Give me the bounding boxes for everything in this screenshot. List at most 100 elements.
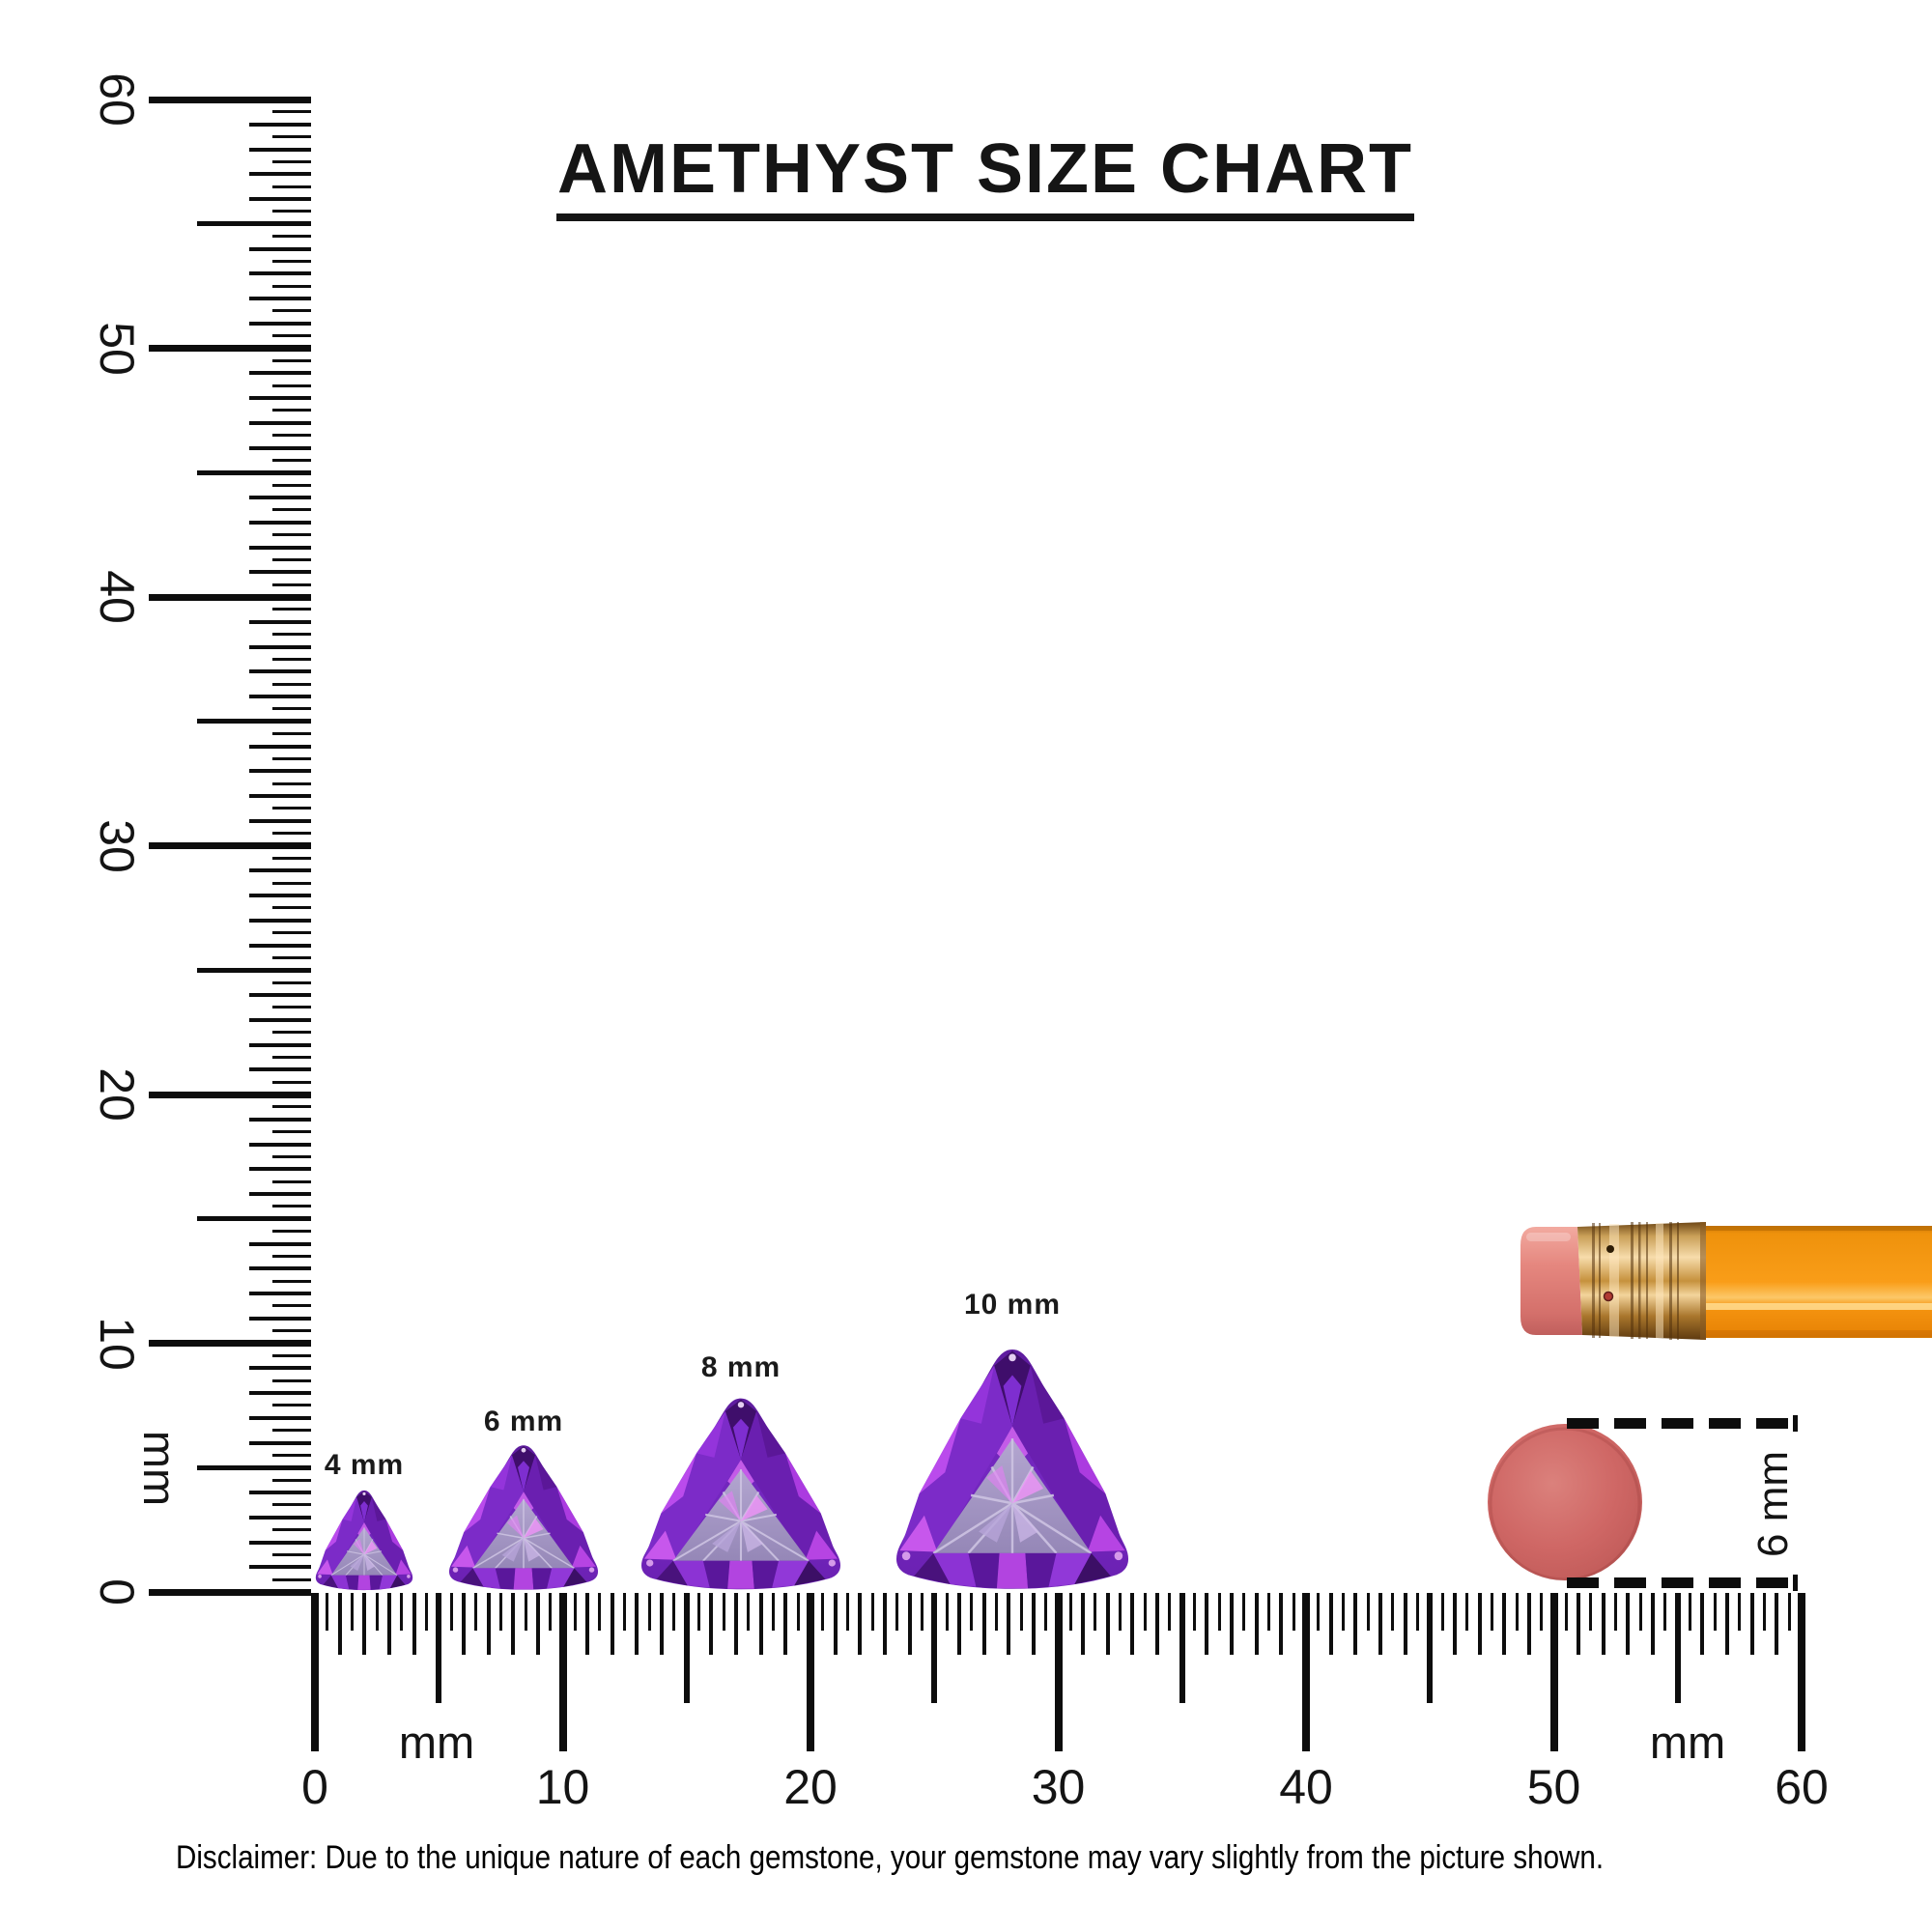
vertical-ruler-tick-mm: [249, 918, 311, 923]
vertical-ruler-number: 10: [90, 1316, 144, 1371]
vertical-ruler-tick-mm: [249, 894, 311, 897]
vertical-ruler-tick-half-mm: [272, 185, 311, 188]
vertical-ruler-tick-half-mm: [272, 483, 311, 487]
horizontal-ruler-tick-half-mm: [845, 1593, 849, 1631]
horizontal-ruler-tick-half-mm: [400, 1593, 404, 1631]
horizontal-ruler-tick-mm: [882, 1593, 887, 1655]
vertical-ruler-tick-half-mm: [272, 756, 311, 760]
horizontal-ruler-tick-half-mm: [1391, 1593, 1395, 1631]
vertical-ruler-tick-half-mm: [272, 1453, 311, 1457]
dimension-cap-bottom: [1793, 1575, 1798, 1591]
dimension-dash-top: [1567, 1418, 1797, 1429]
vertical-ruler-tick-mm: [249, 1067, 311, 1072]
horizontal-ruler-tick-mm: [858, 1593, 863, 1655]
vertical-ruler-tick-half-mm: [272, 856, 311, 860]
vertical-ruler-tick-mm: [249, 246, 311, 251]
horizontal-ruler-tick-half-mm: [772, 1593, 776, 1631]
horizontal-ruler-tick-mm: [660, 1593, 665, 1655]
vertical-ruler-tick-half-cm: [197, 719, 311, 724]
horizontal-ruler-number: 50: [1526, 1760, 1581, 1814]
vertical-ruler-tick-half-mm: [272, 1404, 311, 1407]
vertical-ruler-tick-half-mm: [272, 1503, 311, 1507]
vertical-ruler-tick-mm: [249, 1241, 311, 1246]
vertical-ruler-tick-mm: [249, 570, 311, 575]
horizontal-ruler-tick-half-mm: [1217, 1593, 1221, 1631]
horizontal-ruler-tick-half-mm: [895, 1593, 899, 1631]
horizontal-ruler-tick-mm: [1577, 1593, 1581, 1655]
vertical-ruler-tick-half-mm: [272, 1006, 311, 1009]
vertical-ruler-tick-mm: [249, 172, 311, 177]
vertical-ruler-tick-half-mm: [272, 557, 311, 561]
vertical-ruler-tick-mm: [249, 1515, 311, 1520]
vertical-ruler-tick-half-mm: [272, 1429, 311, 1433]
horizontal-ruler-tick-half-mm: [1242, 1593, 1246, 1631]
horizontal-ruler-tick-mm: [412, 1593, 416, 1655]
horizontal-ruler-tick-mm: [635, 1593, 639, 1655]
vertical-ruler-tick-mm: [249, 122, 311, 127]
horizontal-ruler-tick-mm: [511, 1593, 516, 1655]
horizontal-ruler-tick-mm: [1403, 1593, 1407, 1655]
vertical-ruler-tick-mm: [249, 420, 311, 425]
amethyst-gem-10mm: [883, 1343, 1142, 1591]
horizontal-ruler-tick-major: [1798, 1593, 1805, 1751]
vertical-ruler-tick-half-mm: [272, 1528, 311, 1532]
gem-size-label: 8 mm: [700, 1351, 781, 1383]
horizontal-ruler-tick-mm: [461, 1593, 466, 1655]
vertical-ruler-tick-half-mm: [272, 1055, 311, 1059]
vertical-ruler-tick-mm: [249, 818, 311, 823]
vertical-ruler-tick-mm: [249, 695, 311, 698]
horizontal-ruler-tick-major: [807, 1593, 814, 1751]
horizontal-ruler-tick-half-mm: [1515, 1593, 1519, 1631]
horizontal-ruler-tick-mm: [1254, 1593, 1259, 1655]
horizontal-ruler-tick-mm: [956, 1593, 961, 1655]
amethyst-gem-4mm: [310, 1488, 418, 1591]
horizontal-ruler-tick-half-mm: [647, 1593, 651, 1631]
vertical-ruler-tick-mm: [249, 1415, 311, 1420]
horizontal-ruler-tick-half-mm: [498, 1593, 502, 1631]
ferrule-rivet-dot: [1606, 1245, 1614, 1253]
horizontal-ruler-tick-half-mm: [573, 1593, 577, 1631]
vertical-ruler-tick-half-mm: [272, 358, 311, 362]
vertical-ruler-tick-mm: [249, 1117, 311, 1122]
horizontal-ruler-tick-mm: [1700, 1593, 1705, 1655]
vertical-ruler-tick-half-cm: [197, 469, 311, 475]
horizontal-ruler-tick-mm: [535, 1593, 540, 1655]
horizontal-ruler-tick-half-mm: [623, 1593, 627, 1631]
vertical-ruler-tick-mm: [249, 297, 311, 300]
horizontal-ruler-tick-major: [311, 1593, 319, 1751]
vertical-ruler-tick-half-mm: [272, 906, 311, 910]
vertical-ruler-number: 20: [90, 1067, 144, 1122]
vertical-ruler-tick-half-mm: [272, 707, 311, 711]
horizontal-ruler-tick-mm: [734, 1593, 739, 1655]
vertical-ruler-tick-mm: [249, 520, 311, 525]
horizontal-ruler-tick-mm: [610, 1593, 614, 1655]
vertical-ruler-unit-label: mm: [134, 1430, 186, 1507]
vertical-ruler-tick-half-mm: [272, 1279, 311, 1283]
vertical-ruler-tick-half-mm: [272, 384, 311, 387]
horizontal-ruler-tick-half-cm: [683, 1593, 690, 1703]
vertical-ruler-tick-half-mm: [272, 284, 311, 288]
horizontal-ruler-tick-mm: [1105, 1593, 1110, 1655]
horizontal-ruler-tick-major: [558, 1593, 567, 1751]
vertical-ruler-tick-half-mm: [272, 1130, 311, 1134]
horizontal-ruler-tick-mm: [1081, 1593, 1086, 1655]
vertical-ruler-tick-mm: [249, 993, 311, 997]
horizontal-ruler-tick-half-mm: [598, 1593, 602, 1631]
horizontal-ruler-tick-half-mm: [1763, 1593, 1767, 1631]
horizontal-ruler-tick-half-mm: [549, 1593, 553, 1631]
vertical-ruler-tick-mm: [249, 669, 311, 674]
vertical-ruler-tick-mm: [249, 1167, 311, 1172]
horizontal-ruler-tick-mm: [1130, 1593, 1135, 1655]
ferrule-red-dot: [1603, 1291, 1614, 1302]
vertical-ruler-tick-half-mm: [272, 309, 311, 313]
horizontal-ruler-tick-half-mm: [350, 1593, 354, 1631]
horizontal-ruler-tick-mm: [1230, 1593, 1235, 1655]
vertical-ruler-tick-half-mm: [272, 409, 311, 412]
vertical-ruler-tick-mm: [249, 1565, 311, 1570]
horizontal-ruler-tick-major: [1054, 1593, 1063, 1751]
horizontal-ruler-tick-half-mm: [1119, 1593, 1122, 1631]
vertical-ruler-tick-half-mm: [272, 135, 311, 139]
vertical-ruler-tick-mm: [249, 1192, 311, 1196]
vertical-ruler-tick-half-mm: [272, 1254, 311, 1258]
vertical-ruler-tick-mm: [249, 794, 311, 798]
